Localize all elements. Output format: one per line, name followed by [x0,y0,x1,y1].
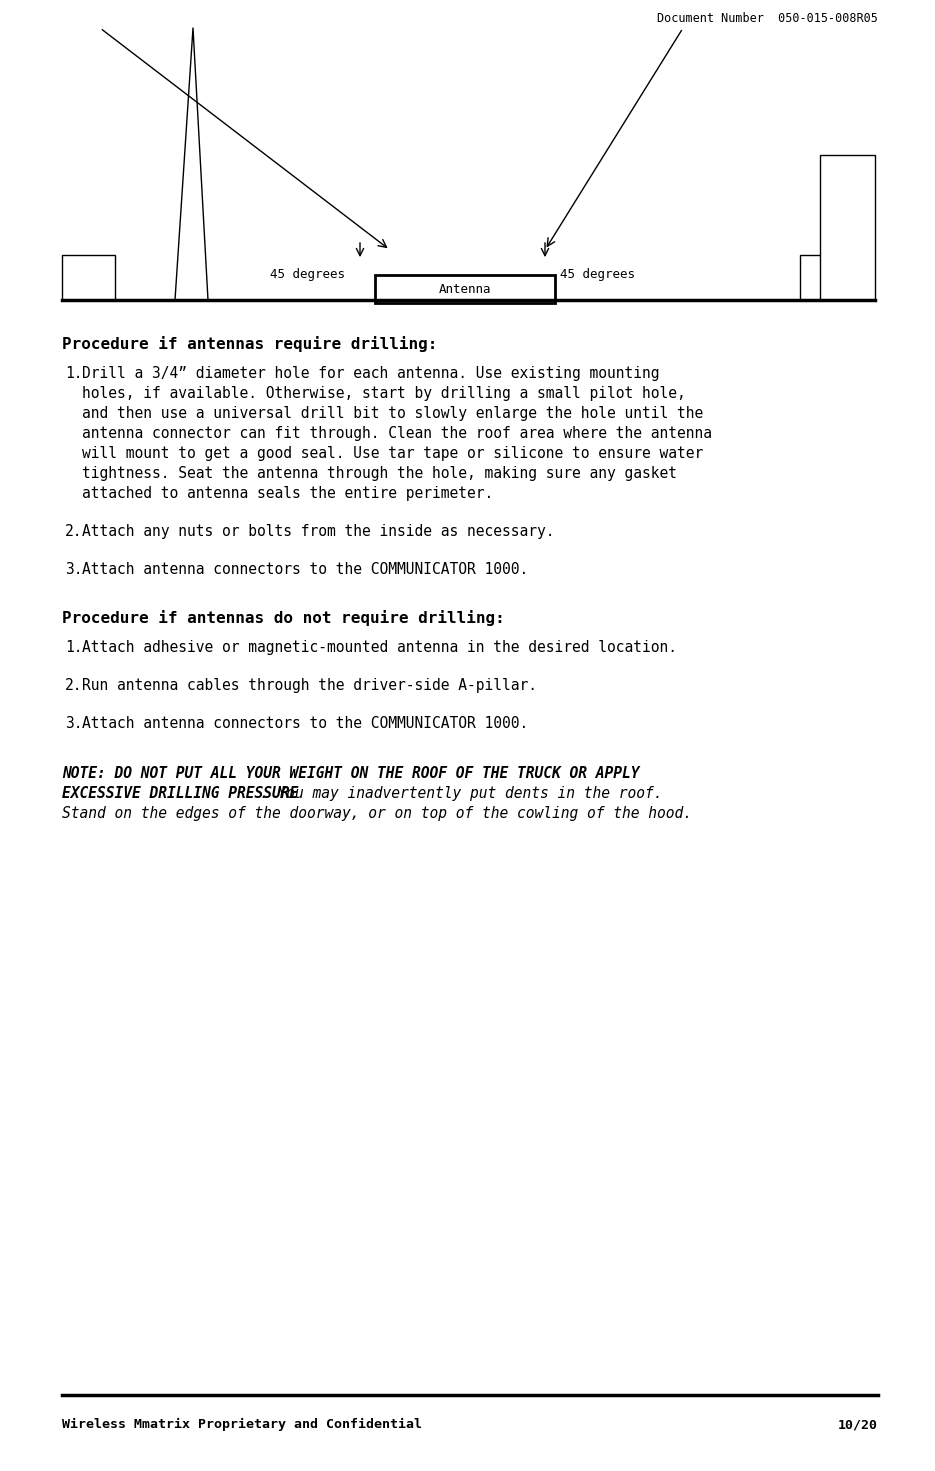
Text: tightness. Seat the antenna through the hole, making sure any gasket: tightness. Seat the antenna through the … [82,466,677,481]
Text: 2.: 2. [65,678,82,693]
Bar [62,254,115,300]
Text: Wireless Mmatrix Proprietary and Confidential: Wireless Mmatrix Proprietary and Confide… [62,1418,422,1431]
Text: and then use a universal drill bit to slowly enlarge the hole until the: and then use a universal drill bit to sl… [82,406,703,421]
Text: 2.: 2. [65,524,82,538]
Text: Attach any nuts or bolts from the inside as necessary.: Attach any nuts or bolts from the inside… [82,524,554,538]
Text: 1.: 1. [65,366,82,381]
Text: 10/20: 10/20 [838,1418,878,1431]
Text: NOTE: DO NOT PUT ALL YOUR WEIGHT ON THE ROOF OF THE TRUCK OR APPLY: NOTE: DO NOT PUT ALL YOUR WEIGHT ON THE … [62,766,640,781]
Text: EXCESSIVE DRILLING PRESSURE: EXCESSIVE DRILLING PRESSURE [62,786,298,802]
Text: 3.: 3. [65,716,82,731]
Text: Drill a 3/4” diameter hole for each antenna. Use existing mounting: Drill a 3/4” diameter hole for each ante… [82,366,659,381]
Text: . You may inadvertently put dents in the roof.: . You may inadvertently put dents in the… [261,786,663,802]
Text: Document Number  050-015-008R05: Document Number 050-015-008R05 [657,12,878,25]
Text: 45 degrees: 45 degrees [270,268,345,281]
Bar [375,275,555,303]
Text: will mount to get a good seal. Use tar tape or silicone to ensure water: will mount to get a good seal. Use tar t… [82,446,703,460]
Text: Procedure if antennas do not require drilling:: Procedure if antennas do not require dri… [62,610,505,627]
Text: holes, if available. Otherwise, start by drilling a small pilot hole,: holes, if available. Otherwise, start by… [82,385,685,402]
Bar [800,254,853,300]
Text: Attach adhesive or magnetic-mounted antenna in the desired location.: Attach adhesive or magnetic-mounted ante… [82,640,677,655]
Text: Stand on the edges of the doorway, or on top of the cowling of the hood.: Stand on the edges of the doorway, or on… [62,806,692,821]
Text: Attach antenna connectors to the COMMUNICATOR 1000.: Attach antenna connectors to the COMMUNI… [82,562,528,577]
Text: antenna connector can fit through. Clean the roof area where the antenna: antenna connector can fit through. Clean… [82,427,712,441]
Text: Procedure if antennas require drilling:: Procedure if antennas require drilling: [62,335,438,352]
Text: Run antenna cables through the driver-side A-pillar.: Run antenna cables through the driver-si… [82,678,537,693]
Text: Attach antenna connectors to the COMMUNICATOR 1000.: Attach antenna connectors to the COMMUNI… [82,716,528,731]
Text: attached to antenna seals the entire perimeter.: attached to antenna seals the entire per… [82,485,494,502]
Bar [820,154,875,300]
Text: 45 degrees: 45 degrees [560,268,635,281]
Text: 1.: 1. [65,640,82,655]
Text: 3.: 3. [65,562,82,577]
Text: Antenna: Antenna [439,282,491,296]
